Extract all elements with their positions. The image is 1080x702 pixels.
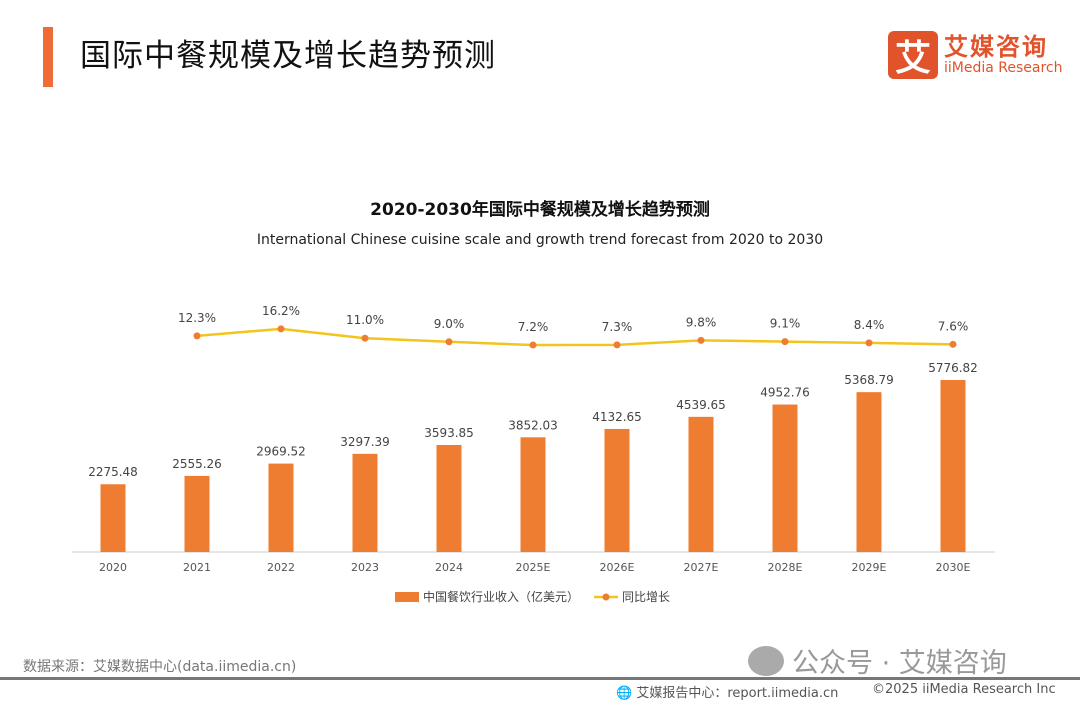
bar-label: 3593.85	[424, 426, 474, 440]
growth-label: 9.0%	[434, 317, 465, 331]
data-source: 数据来源：艾媒数据中心(data.iimedia.cn)	[23, 659, 297, 675]
growth-point	[697, 336, 705, 344]
legend-line-label: 同比增长	[622, 590, 670, 604]
legend-line-marker	[602, 593, 610, 601]
bar	[772, 404, 798, 552]
growth-label: 7.6%	[938, 319, 969, 333]
growth-point	[781, 338, 789, 346]
growth-point	[613, 341, 621, 349]
footer-divider	[0, 677, 1080, 680]
page-title: 国际中餐规模及增长趋势预测	[80, 38, 496, 74]
growth-label: 7.2%	[518, 320, 549, 334]
growth-label: 12.3%	[178, 311, 216, 325]
x-tick-label: 2025E	[516, 561, 551, 574]
bar	[940, 380, 966, 552]
bar-label: 2555.26	[172, 457, 222, 471]
bar	[352, 453, 378, 552]
bar-label: 4952.76	[760, 386, 810, 400]
legend: 中国餐饮行业收入（亿美元） 同比增长	[395, 589, 670, 604]
report-center: 🌐 艾媒报告中心：report.iimedia.cn	[616, 682, 838, 701]
logo-cn: 艾媒咨询	[944, 33, 1048, 61]
bar-label: 3852.03	[508, 418, 558, 432]
bar-label: 4132.65	[592, 410, 642, 424]
copyright: ©2025 iiMedia Research Inc	[872, 682, 1056, 697]
growth-point	[529, 341, 537, 349]
wechat-watermark: 公众号 · 艾媒咨询	[748, 641, 1007, 680]
legend-bar-label: 中国餐饮行业收入（亿美元）	[423, 589, 579, 604]
bar-label: 5368.79	[844, 373, 894, 387]
growth-label: 8.4%	[854, 318, 885, 332]
x-tick-label: 2023	[351, 561, 379, 574]
bar-label: 3297.39	[340, 435, 390, 449]
bar	[856, 392, 882, 552]
x-tick-label: 2021	[183, 561, 211, 574]
bar-label: 2969.52	[256, 445, 306, 459]
bar	[100, 484, 126, 552]
wechat-text: 公众号 · 艾媒咨询	[792, 648, 1007, 679]
bar-label: 4539.65	[676, 398, 726, 412]
x-tick-label: 2026E	[600, 561, 635, 574]
report-link[interactable]: 艾媒报告中心：report.iimedia.cn	[636, 686, 839, 701]
bar	[436, 444, 462, 552]
x-tick-label: 2020	[99, 561, 127, 574]
growth-label: 7.3%	[602, 320, 633, 334]
globe-icon: 🌐	[616, 686, 633, 701]
chart-subtitle: International Chinese cuisine scale and …	[257, 232, 823, 248]
growth-point	[865, 339, 873, 347]
x-tick-label: 2028E	[768, 561, 803, 574]
growth-point	[949, 340, 957, 348]
chart: 2020-2030年国际中餐规模及增长趋势预测 International Ch…	[72, 199, 995, 604]
growth-point	[445, 338, 453, 346]
x-tick-label: 2027E	[684, 561, 719, 574]
growth-line	[196, 327, 954, 347]
chart-title: 2020-2030年国际中餐规模及增长趋势预测	[370, 199, 710, 220]
growth-point	[361, 334, 369, 342]
bar-label: 5776.82	[928, 361, 978, 375]
growth-label: 11.0%	[346, 313, 384, 327]
title-accent-bar	[43, 27, 53, 87]
bar	[520, 437, 546, 552]
growth-point	[277, 325, 285, 333]
growth-label: 9.1%	[770, 317, 801, 331]
legend-bar-swatch	[395, 592, 419, 602]
x-tick-label: 2022	[267, 561, 295, 574]
growth-point	[193, 332, 201, 340]
iimedia-logo: 艾 艾媒咨询 iiMedia Research	[888, 31, 1063, 79]
growth-label: 16.2%	[262, 304, 300, 318]
growth-label: 9.8%	[686, 315, 717, 329]
bar-label: 2275.48	[88, 465, 138, 479]
x-tick-label: 2030E	[936, 561, 971, 574]
x-tick-label: 2024	[435, 561, 463, 574]
bar	[604, 428, 630, 552]
bar	[268, 463, 294, 552]
logo-mark: 艾	[888, 31, 938, 79]
logo-en: iiMedia Research	[944, 60, 1063, 76]
x-tick-label: 2029E	[852, 561, 887, 574]
wechat-icon	[748, 645, 784, 676]
bar	[688, 416, 714, 552]
bar	[184, 475, 210, 552]
